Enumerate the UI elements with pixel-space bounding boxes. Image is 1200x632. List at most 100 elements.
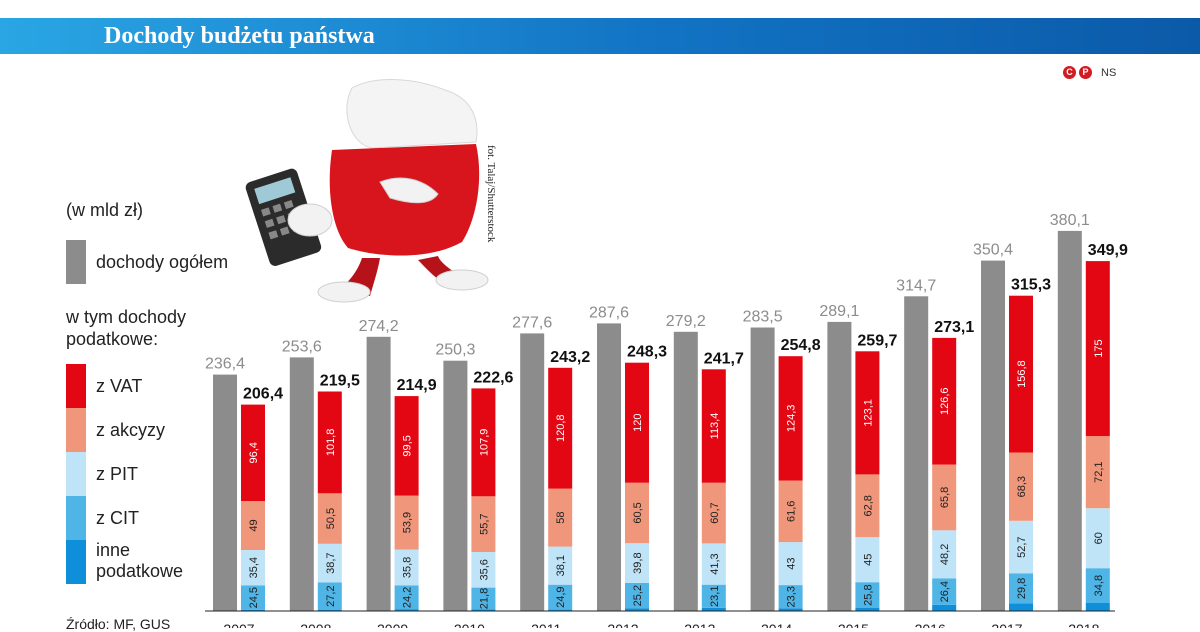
vat-segment: [1009, 295, 1033, 453]
vat-value-label: 96,4: [248, 442, 260, 463]
year-tick-label: 2018: [1068, 621, 1099, 628]
excise-value-label: 68,3: [1016, 476, 1028, 497]
excise-segment: [317, 493, 342, 544]
vat-value-label: 113,4: [709, 413, 721, 440]
pit-value-label: 35,4: [248, 557, 260, 578]
pit-value-label: 38,7: [325, 552, 337, 573]
year-tick-label: 2014: [761, 621, 792, 628]
total-income-label: 279,2: [666, 313, 706, 330]
unit-label: (w mld zł): [66, 200, 143, 220]
pit-value-label: 35,8: [402, 557, 414, 578]
year-tick-label: 2015: [838, 621, 869, 628]
excise-value-label: 60,7: [709, 502, 721, 523]
pit-value-label: 52,7: [1016, 536, 1028, 557]
tax-income-label: 273,1: [934, 319, 974, 336]
vat-value-label: 126,6: [939, 387, 951, 415]
cit-segment: [855, 582, 880, 608]
excise-value-label: 72,1: [1093, 461, 1105, 482]
total-income-bar: [520, 333, 545, 611]
cit-segment: [625, 583, 649, 609]
legend-total-label: dochody ogółem: [96, 251, 229, 272]
cit-segment: [1085, 568, 1110, 603]
cit-value-label: 24,9: [555, 586, 567, 607]
excise-segment: [241, 501, 265, 550]
pit-segment: [855, 537, 880, 583]
total-income-label: 287,6: [589, 304, 629, 321]
excise-segment: [701, 482, 726, 544]
total-income-label: 236,4: [205, 356, 245, 373]
pit-segment: [471, 552, 496, 588]
tax-income-label: 222,6: [473, 369, 513, 386]
vat-segment: [548, 367, 573, 489]
cit-value-label: 34,8: [1093, 575, 1105, 596]
excise-segment: [625, 482, 649, 544]
other-tax-segment: [1085, 603, 1110, 611]
legend-pit-label: z PIT: [96, 463, 139, 484]
pit-segment: [317, 543, 342, 583]
excise-value-label: 53,9: [402, 512, 414, 533]
vat-value-label: 156,8: [1016, 360, 1028, 388]
other-tax-segment: [548, 609, 573, 611]
year-tick-label: 2009: [377, 621, 408, 628]
year-tick-label: 2013: [684, 621, 715, 628]
total-income-label: 250,3: [435, 342, 475, 359]
total-income-label: 350,4: [973, 242, 1013, 259]
cit-value-label: 27,2: [325, 585, 337, 606]
vat-segment: [778, 356, 803, 481]
cit-segment: [778, 585, 803, 609]
total-income-label: 253,6: [282, 338, 322, 355]
legend-other-swatch: [66, 540, 86, 584]
pit-value-label: 43: [786, 557, 798, 569]
copyright-icon: C: [1063, 66, 1076, 79]
vat-value-label: 123,1: [862, 399, 874, 427]
legend-pit: z PIT: [66, 452, 138, 496]
legend-akcyza-label: z akcyzy: [96, 419, 166, 440]
excise-segment: [1085, 436, 1110, 509]
other-tax-segment: [701, 607, 726, 611]
cit-segment: [471, 587, 496, 610]
excise-value-label: 62,8: [862, 495, 874, 516]
page-title: Dochody budżetu państwa: [104, 23, 375, 49]
excise-value-label: 58: [555, 511, 567, 523]
excise-value-label: 65,8: [939, 487, 951, 508]
legend-subtitle: w tym dochody podatkowe:: [66, 307, 187, 349]
total-income-bar: [1057, 230, 1082, 611]
total-income-bar: [366, 336, 391, 611]
other-tax-segment: [855, 608, 880, 611]
vat-segment: [1085, 261, 1110, 437]
cit-value-label: 21,8: [478, 588, 490, 609]
legend-cit: z CIT: [66, 496, 139, 540]
cit-value-label: 29,8: [1016, 578, 1028, 599]
year-tick-label: 2011: [531, 621, 561, 628]
cit-value-label: 23,1: [709, 586, 721, 607]
total-income-bar: [213, 374, 237, 611]
header-bar: Dochody budżetu państwa: [0, 18, 1200, 54]
legend-cit-swatch: [66, 496, 86, 540]
legend-other: inne podatkowe: [66, 540, 206, 584]
excise-segment: [471, 496, 496, 552]
excise-segment: [1009, 452, 1033, 521]
legend-total-swatch: [66, 240, 86, 284]
publisher-icon: P: [1079, 66, 1092, 79]
total-income-bar: [289, 357, 314, 611]
cit-value-label: 24,5: [248, 587, 260, 608]
total-income-bar: [750, 327, 775, 611]
pit-segment: [932, 530, 957, 579]
excise-segment: [855, 474, 880, 538]
vat-segment: [241, 404, 265, 501]
vat-segment: [471, 388, 496, 497]
credit-ns: NS: [1101, 66, 1117, 79]
excise-segment: [932, 464, 957, 531]
total-income-bar: [904, 296, 929, 611]
calculator-icon: [245, 168, 322, 266]
other-tax-segment: [778, 608, 803, 611]
excise-value-label: 50,5: [325, 508, 337, 529]
year-tick-label: 2007: [223, 621, 254, 628]
cit-segment: [701, 584, 726, 608]
cit-value-label: 26,4: [939, 581, 951, 602]
cit-value-label: 23,3: [786, 586, 798, 607]
pit-segment: [394, 549, 419, 586]
cit-segment: [241, 585, 265, 610]
legend-akcyza: z akcyzy: [66, 408, 165, 452]
year-tick-label: 2016: [915, 621, 946, 628]
